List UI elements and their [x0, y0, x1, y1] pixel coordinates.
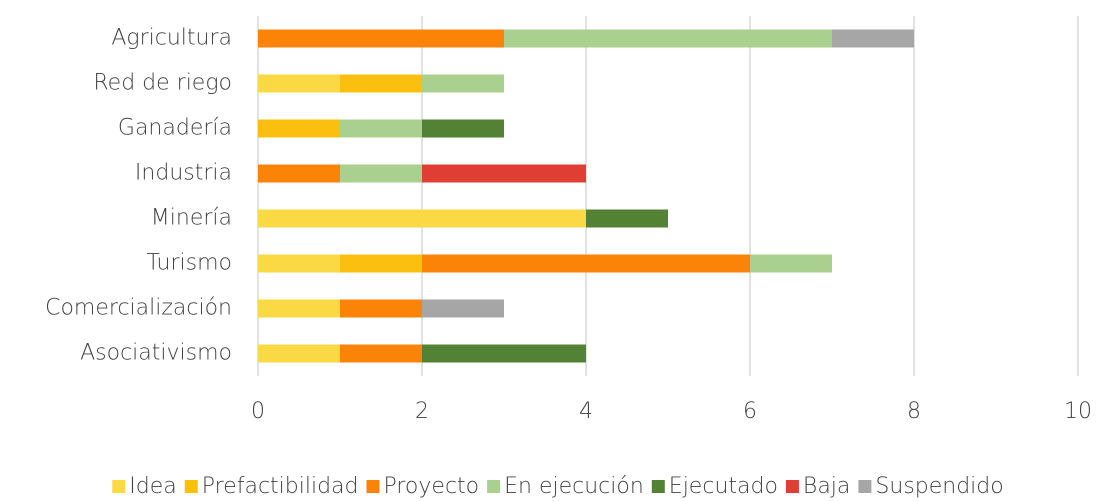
legend-label: Ejecutado: [669, 474, 778, 499]
y-tick-label: Red de riego: [93, 71, 232, 96]
bar-segment: [258, 254, 340, 273]
bar-segment: [340, 119, 422, 138]
bar-segment: [750, 254, 832, 273]
bar-segment: [422, 164, 586, 183]
legend-label: Idea: [129, 474, 176, 499]
bar-segment: [340, 164, 422, 183]
x-tick-label: 4: [579, 399, 593, 424]
bar-segment: [258, 299, 340, 318]
legend-swatch: [487, 480, 501, 493]
legend-swatch: [112, 480, 126, 493]
y-tick-label: Minería: [151, 206, 232, 231]
x-tick-label: 10: [1064, 399, 1092, 424]
legend-label: Suspendido: [875, 474, 1003, 499]
bar-segment: [258, 164, 340, 183]
bar-segment: [340, 254, 422, 273]
bar-segment: [258, 74, 340, 93]
bar-segment: [504, 29, 832, 48]
legend-label: En ejecución: [504, 474, 644, 499]
legend-label: Prefactibilidad: [202, 474, 359, 499]
legend-swatch: [651, 480, 665, 493]
bar-segment: [258, 344, 340, 363]
bar-segment: [258, 29, 504, 48]
legend-label: Baja: [803, 474, 850, 499]
bar-segment: [340, 299, 422, 318]
bar-segment: [340, 74, 422, 93]
x-tick-label: 0: [251, 399, 265, 424]
legend-label: Proyecto: [383, 474, 479, 499]
bar-segment: [340, 344, 422, 363]
x-tick-label: 2: [415, 399, 429, 424]
bar-segment: [422, 254, 750, 273]
y-tick-label: Turismo: [146, 251, 232, 276]
x-tick-label: 6: [743, 399, 757, 424]
bar-segment: [422, 119, 504, 138]
y-tick-label: Agricultura: [111, 26, 232, 51]
y-tick-label: Ganadería: [118, 116, 232, 141]
legend-swatch: [858, 480, 872, 493]
bar-segment: [258, 119, 340, 138]
bar-segment: [832, 29, 914, 48]
bar-segment: [422, 299, 504, 318]
x-tick-label: 8: [907, 399, 921, 424]
legend-swatch: [785, 480, 799, 493]
legend-swatch: [184, 480, 198, 493]
legend-swatch: [366, 480, 380, 493]
bar-segment: [422, 74, 504, 93]
y-tick-label: Industria: [135, 161, 232, 186]
bar-segment: [586, 209, 668, 228]
bar-segment: [258, 209, 586, 228]
bar-segment: [422, 344, 586, 363]
y-tick-label: Comercialización: [45, 296, 232, 321]
y-tick-label: Asociativismo: [80, 341, 232, 366]
